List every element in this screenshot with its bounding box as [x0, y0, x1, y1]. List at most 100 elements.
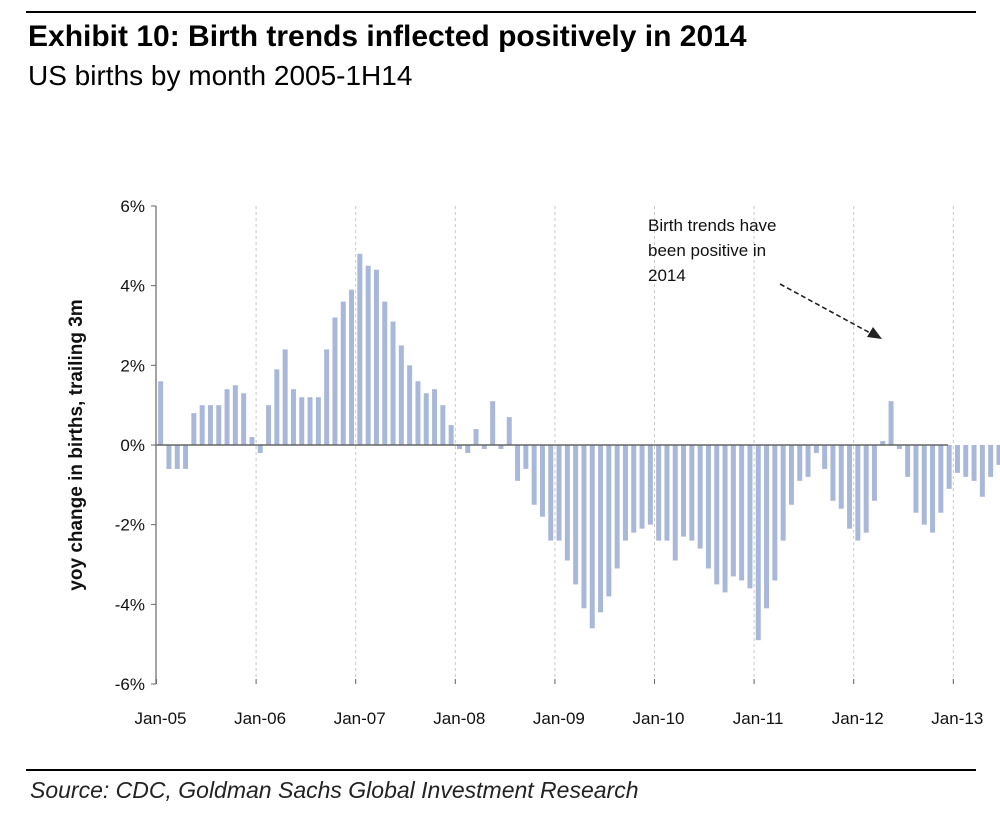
bar: [988, 445, 994, 477]
bar: [930, 445, 936, 533]
top-rule: [26, 11, 976, 13]
bar: [714, 445, 720, 585]
bar: [299, 397, 305, 445]
annotation-arrow: [779, 283, 873, 335]
bar: [896, 445, 902, 449]
bar: [531, 445, 537, 505]
bar: [506, 417, 512, 445]
bar: [979, 445, 985, 497]
x-tick-label: Jan-05: [135, 709, 187, 728]
x-tick-label: Jan-11: [733, 709, 784, 728]
bar: [639, 445, 645, 529]
bar: [498, 445, 504, 449]
bar: [880, 441, 886, 445]
y-tick-label: -6%: [115, 675, 145, 694]
bar: [158, 381, 164, 445]
bar: [647, 445, 653, 525]
y-tick-label: 0%: [120, 436, 145, 455]
bar: [340, 301, 346, 445]
bar: [797, 445, 803, 481]
bar: [705, 445, 711, 569]
bar: [664, 445, 670, 541]
x-tick-label: Jan-10: [633, 709, 685, 728]
bar: [921, 445, 927, 525]
bar: [183, 445, 189, 469]
bar: [307, 397, 313, 445]
bar: [606, 445, 612, 597]
bar: [241, 393, 247, 445]
bar: [954, 445, 960, 473]
y-tick-label: -2%: [115, 516, 145, 535]
bar: [523, 445, 529, 469]
bar: [257, 445, 263, 453]
bar: [490, 401, 496, 445]
y-axis-ticks: 6% 4% 2% 0% -2% -4% -6%: [115, 197, 156, 694]
bar: [631, 445, 637, 533]
exhibit-subtitle: US births by month 2005-1H14: [28, 60, 413, 91]
bar: [598, 445, 604, 613]
bar: [548, 445, 554, 541]
bar: [216, 405, 222, 445]
bar: [398, 345, 404, 445]
bar: [863, 445, 869, 533]
bar: [697, 445, 703, 549]
bar: [739, 445, 745, 581]
bar: [382, 301, 388, 445]
bar: [747, 445, 753, 589]
bar: [207, 405, 213, 445]
y-tick-label: 2%: [120, 356, 145, 375]
bar: [365, 265, 371, 445]
bar: [622, 445, 628, 541]
bar: [772, 445, 778, 581]
bar: [656, 445, 662, 541]
y-tick-label: -4%: [115, 595, 145, 614]
bars: [158, 253, 1000, 641]
bar: [730, 445, 736, 577]
bar: [357, 253, 363, 445]
x-axis-ticks: Jan-05 Jan-06 Jan-07 Jan-08 Jan-09 Jan-10 Jan-…: [135, 679, 983, 728]
bar: [232, 385, 238, 445]
bar: [805, 445, 811, 477]
bar: [689, 445, 695, 541]
bar: [822, 445, 828, 469]
bar: [423, 393, 429, 445]
exhibit-title: Exhibit 10: Birth trends inflected posit…: [28, 20, 747, 53]
bar: [456, 445, 462, 449]
bar: [780, 445, 786, 541]
bar: [581, 445, 587, 609]
bar: [282, 349, 288, 445]
bar: [390, 321, 396, 445]
bar: [290, 389, 296, 445]
bar: [963, 445, 969, 477]
x-tick-label: Jan-06: [234, 709, 286, 728]
bar: [407, 365, 413, 445]
bar: [349, 289, 355, 445]
bar: [573, 445, 579, 585]
bar: [332, 317, 338, 445]
bar: [249, 437, 255, 445]
y-tick-label: 6%: [120, 197, 145, 216]
bar: [971, 445, 977, 481]
bar: [564, 445, 570, 561]
bar: [672, 445, 678, 561]
bar: [191, 413, 197, 445]
bar: [556, 445, 562, 541]
bar: [764, 445, 770, 609]
source-note: Source: CDC, Goldman Sachs Global Invest…: [30, 777, 639, 803]
x-tick-label: Jan-08: [433, 709, 485, 728]
bar: [788, 445, 794, 505]
bar: [813, 445, 819, 453]
bar: [722, 445, 728, 593]
bar: [166, 445, 172, 469]
bar: [589, 445, 595, 629]
gridlines: [255, 206, 954, 684]
bar: [199, 405, 205, 445]
bar: [481, 445, 487, 449]
bar: [681, 445, 687, 537]
bar: [473, 429, 479, 445]
bar: [830, 445, 836, 501]
bar: [274, 369, 280, 445]
bar: [515, 445, 521, 481]
x-tick-label: Jan-09: [533, 709, 585, 728]
